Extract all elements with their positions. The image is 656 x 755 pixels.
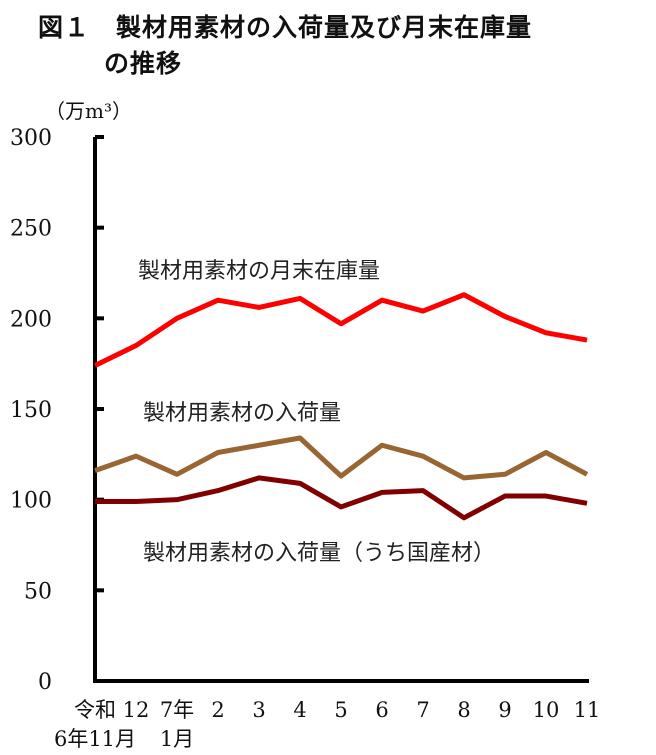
y-tick-label: 250 [10,217,52,242]
y-tick-label: 200 [10,307,52,332]
y-tick-label: 50 [24,579,52,604]
y-tick-label: 0 [38,670,52,695]
x-tick-label-sub: 6年11月 [54,727,136,751]
x-tick-label: 令和 [74,698,116,722]
y-axis-unit-label: （万m³） [45,99,132,123]
series-label-0: 製材用素材の月末在庫量 [138,259,380,284]
chart-title-line1: 図１ 製材用素材の入荷量及び月末在庫量 [38,13,533,42]
x-tick-label: 8 [457,698,470,722]
x-tick-label: 2 [211,698,224,722]
y-tick-label: 300 [10,126,52,151]
x-tick-label: 10 [533,698,560,722]
series-label-1: 製材用素材の入荷量 [143,401,341,426]
y-tick-label: 150 [10,398,52,423]
x-tick-label: 7年 [160,698,194,722]
x-tick-label-sub: 1月 [160,727,194,751]
x-tick-label: 9 [498,698,511,722]
series-line-1 [94,435,589,481]
x-tick-label: 12 [123,698,150,722]
x-tick-label: 3 [252,698,265,722]
series-label-2: 製材用素材の入荷量（うち国産材） [143,541,495,566]
x-tick-label: 7 [416,698,429,722]
x-tick-label: 5 [334,698,347,722]
x-tick-label: 4 [293,698,306,722]
chart-title-line2: の推移 [104,49,183,78]
x-tick-label: 6 [375,698,388,722]
series-line-2 [95,475,588,521]
series-line-0 [93,292,588,368]
y-tick-label: 100 [10,489,52,514]
x-tick-label: 11 [574,698,601,722]
